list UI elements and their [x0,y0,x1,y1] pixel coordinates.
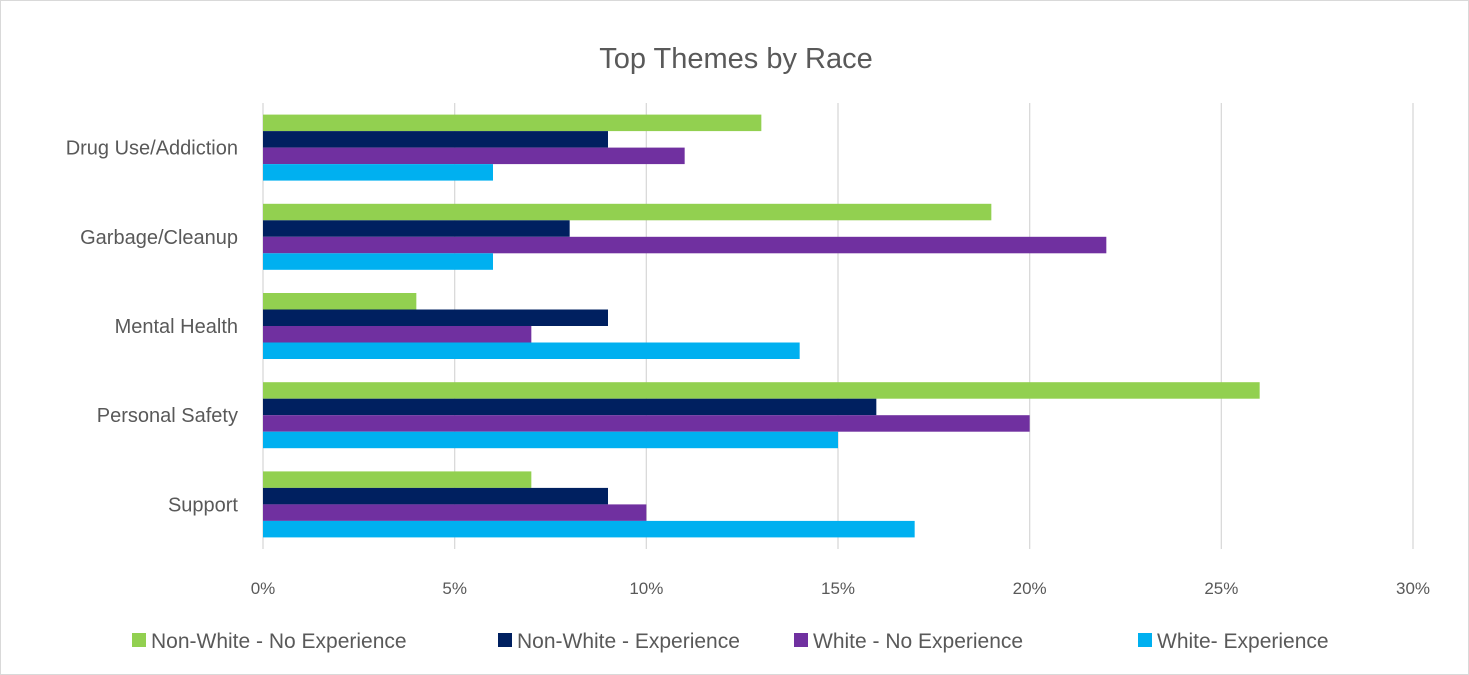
chart-title: Top Themes by Race [599,43,873,75]
x-axis-tick-labels: 0% 5% 10% 15% 20% 25% 30% [251,579,1430,598]
x-tick-label: 25% [1204,579,1238,598]
x-tick-label: 0% [251,579,276,598]
bar [263,131,608,148]
category-label: Mental Health [115,316,238,338]
bar [263,415,1030,432]
bar [263,326,532,343]
bar [263,504,647,521]
bar [263,114,762,132]
category-labels: Drug Use/Addiction Garbage/Cleanup Mental … [66,138,239,517]
bar [263,487,608,505]
bar [263,203,992,221]
legend-label: Non-White - Experience [517,630,740,653]
category-label: Personal Safety [97,405,238,427]
bar [263,253,493,270]
bar [263,309,608,326]
x-tick-label: 5% [442,579,467,598]
x-tick-label: 30% [1396,579,1430,598]
legend-swatch [794,633,808,647]
bar [263,220,570,237]
x-tick-label: 20% [1013,579,1047,598]
x-tick-label: 10% [629,579,663,598]
bar [263,520,915,538]
bar [263,147,685,165]
bars [263,114,1260,538]
bar [263,236,1107,254]
bar [263,471,532,488]
category-label: Garbage/Cleanup [80,227,238,249]
bar [263,293,417,310]
legend-swatch [498,633,512,647]
legend-swatch [132,633,146,647]
legend-label: Non-White - No Experience [151,630,407,653]
legend-label: White- Experience [1157,630,1329,653]
bar [263,342,800,359]
category-label: Drug Use/Addiction [66,138,238,160]
category-label: Support [168,494,238,516]
bar [263,382,1260,399]
bar [263,164,493,181]
bar [263,431,838,449]
legend-swatch [1138,633,1152,647]
legend: Non-White - No Experience Non-White - Exp… [132,630,1329,653]
legend-label: White - No Experience [813,630,1023,653]
bar [263,398,877,416]
x-tick-label: 15% [821,579,855,598]
